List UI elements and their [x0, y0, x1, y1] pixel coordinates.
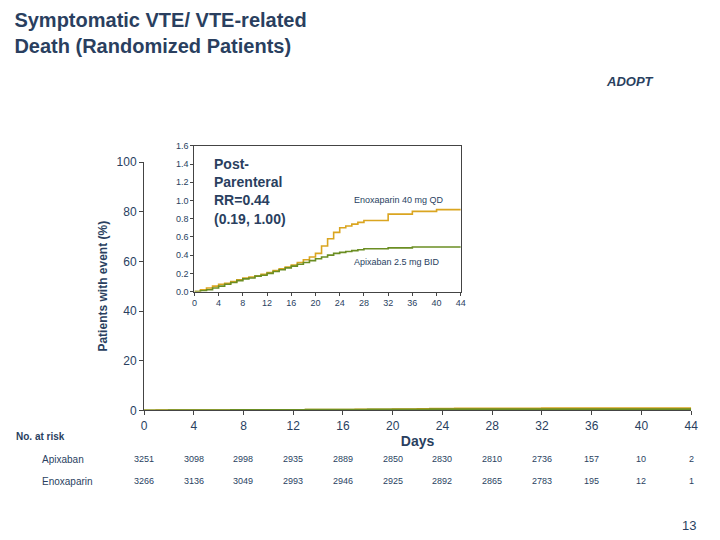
svg-text:28: 28 [486, 419, 500, 433]
svg-text:3266: 3266 [134, 476, 154, 486]
svg-text:40: 40 [432, 298, 442, 308]
svg-text:10: 10 [636, 454, 646, 464]
svg-text:32: 32 [383, 298, 393, 308]
svg-text:157: 157 [584, 454, 599, 464]
svg-text:60: 60 [123, 255, 137, 269]
svg-text:0.8: 0.8 [176, 214, 189, 224]
svg-text:3049: 3049 [233, 476, 253, 486]
svg-text:20: 20 [123, 354, 137, 368]
svg-text:0: 0 [192, 298, 197, 308]
svg-text:32: 32 [535, 419, 549, 433]
svg-text:2865: 2865 [482, 476, 502, 486]
svg-text:Symptomatic VTE/ VTE-relatedDe: Symptomatic VTE/ VTE-relatedDeath (Rando… [14, 9, 306, 57]
svg-text:44: 44 [456, 298, 466, 308]
svg-text:1.0: 1.0 [176, 196, 189, 206]
svg-text:24: 24 [436, 419, 450, 433]
svg-text:Post-ParenteralRR=0.44(0.19, 1: Post-ParenteralRR=0.44(0.19, 1.00) [214, 156, 286, 227]
svg-text:2783: 2783 [532, 476, 552, 486]
svg-text:2810: 2810 [482, 454, 502, 464]
svg-text:28: 28 [359, 298, 369, 308]
svg-text:Apixaban 2.5 mg BID: Apixaban 2.5 mg BID [354, 257, 440, 267]
svg-text:16: 16 [336, 419, 350, 433]
svg-text:20: 20 [386, 419, 400, 433]
svg-text:2830: 2830 [432, 454, 452, 464]
svg-text:0.6: 0.6 [176, 232, 189, 242]
svg-text:3136: 3136 [184, 476, 204, 486]
svg-text:8: 8 [240, 419, 247, 433]
svg-text:12: 12 [287, 419, 301, 433]
svg-text:2993: 2993 [283, 476, 303, 486]
svg-text:1.4: 1.4 [176, 159, 189, 169]
svg-text:0.2: 0.2 [176, 269, 189, 279]
svg-text:3098: 3098 [184, 454, 204, 464]
svg-text:36: 36 [585, 419, 599, 433]
svg-text:Days: Days [401, 433, 435, 449]
svg-text:13: 13 [682, 518, 696, 533]
svg-text:Enoxaparin: Enoxaparin [42, 476, 93, 487]
svg-text:2892: 2892 [432, 476, 452, 486]
svg-text:80: 80 [123, 205, 137, 219]
svg-text:12: 12 [636, 476, 646, 486]
svg-text:No. at risk: No. at risk [16, 431, 65, 442]
svg-text:Enoxaparin 40 mg QD: Enoxaparin 40 mg QD [354, 195, 444, 205]
svg-text:40: 40 [123, 304, 137, 318]
svg-text:1.6: 1.6 [176, 141, 189, 151]
svg-text:Apixaban: Apixaban [42, 454, 84, 465]
svg-text:3251: 3251 [134, 454, 154, 464]
svg-text:4: 4 [190, 419, 197, 433]
svg-text:2889: 2889 [333, 454, 353, 464]
svg-text:4: 4 [216, 298, 221, 308]
svg-text:8: 8 [240, 298, 245, 308]
svg-text:16: 16 [286, 298, 296, 308]
svg-text:2925: 2925 [383, 476, 403, 486]
svg-text:0: 0 [141, 419, 148, 433]
svg-text:0.0: 0.0 [176, 287, 189, 297]
svg-text:2850: 2850 [383, 454, 403, 464]
svg-text:100: 100 [117, 155, 137, 169]
svg-text:2998: 2998 [233, 454, 253, 464]
svg-text:12: 12 [262, 298, 272, 308]
svg-text:20: 20 [310, 298, 320, 308]
svg-text:0.4: 0.4 [176, 250, 189, 260]
svg-text:2: 2 [689, 454, 694, 464]
svg-text:24: 24 [335, 298, 345, 308]
svg-text:195: 195 [584, 476, 599, 486]
svg-text:Patients with event (%): Patients with event (%) [96, 221, 110, 352]
svg-text:36: 36 [407, 298, 417, 308]
svg-text:1: 1 [689, 476, 694, 486]
svg-text:2736: 2736 [532, 454, 552, 464]
svg-text:ADOPT: ADOPT [606, 74, 654, 89]
svg-text:40: 40 [635, 419, 649, 433]
svg-text:0: 0 [130, 404, 137, 418]
svg-text:1.2: 1.2 [176, 177, 189, 187]
svg-text:2935: 2935 [283, 454, 303, 464]
svg-text:44: 44 [685, 419, 699, 433]
svg-text:2946: 2946 [333, 476, 353, 486]
